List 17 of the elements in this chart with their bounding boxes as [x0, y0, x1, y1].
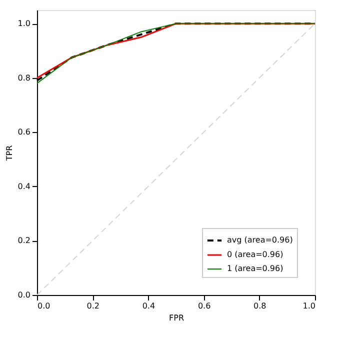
y-tick-label: 0.6 [18, 128, 30, 137]
x-tick-label: 0.2 [86, 302, 100, 310]
y-tick-label: 0.4 [18, 182, 30, 191]
y-tick-label: 0.8 [18, 73, 30, 82]
legend-label: avg (area=0.96) [227, 236, 293, 244]
x-axis-title: FPR [169, 314, 184, 322]
x-tick-label: 0.0 [38, 302, 50, 310]
legend-label: 1 (area=0.96) [227, 264, 284, 273]
y-tick-label: 0.0 [18, 290, 30, 300]
y-tick-label: 0.2 [18, 236, 30, 246]
x-tick-label: 0.4 [142, 302, 156, 310]
y-axis-title: TPR [4, 144, 14, 162]
legend-label: 0 (area=0.96) [227, 250, 284, 259]
x-tick-label: 0.8 [254, 302, 266, 310]
x-tick-label: 1.0 [302, 302, 316, 310]
x-tick-label: 0.6 [198, 302, 211, 310]
y-tick-label: 1.0 [18, 19, 30, 28]
